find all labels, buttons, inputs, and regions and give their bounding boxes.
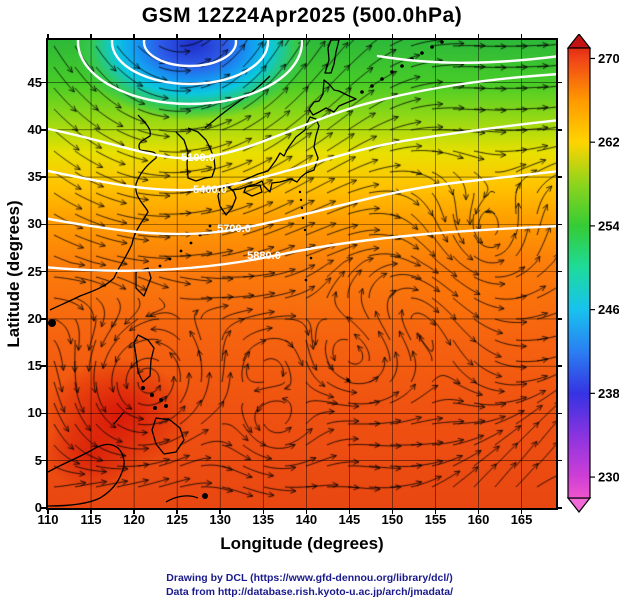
colorbar-tick-label: 270 [598, 51, 619, 66]
y-tick-label: 40 [27, 121, 42, 137]
y-tick-mark-right [556, 507, 562, 509]
x-tick-mark-top [90, 34, 92, 40]
y-tick-mark-right [556, 365, 562, 367]
y-tick-mark [40, 507, 46, 509]
plot-area: 5100.0 5400.0 5700.0 5880.0 [46, 38, 558, 510]
y-tick-mark-right [556, 459, 562, 462]
x-tick-label: 115 [80, 512, 102, 527]
y-tick-label: 45 [27, 74, 42, 90]
y-tick-label: 5 [34, 452, 42, 468]
y-tick-label: 15 [27, 358, 42, 374]
colorbar-tick-label: 254 [598, 218, 619, 233]
y-tick-mark [40, 318, 46, 320]
y-tick-mark [40, 459, 46, 462]
y-tick-label: 20 [27, 310, 42, 326]
x-tick-mark [176, 508, 178, 514]
y-tick-mark [40, 81, 46, 84]
x-tick-mark-top [219, 34, 221, 40]
contour-label-5880: 5880.0 [247, 250, 281, 262]
colorbar-tick-label: 238 [598, 386, 619, 401]
x-tick-label: 130 [209, 512, 232, 527]
x-tick-mark-top [520, 34, 523, 40]
x-tick-label: 140 [295, 512, 318, 527]
x-tick-label: 150 [381, 512, 404, 527]
y-tick-mark [40, 365, 46, 367]
x-axis-label: Longitude (degrees) [220, 534, 384, 553]
y-tick-mark [40, 270, 46, 273]
x-tick-label: 120 [123, 512, 145, 527]
y-tick-mark-right [556, 129, 562, 131]
x-tick-mark-top [47, 34, 49, 40]
x-tick-mark [262, 508, 264, 514]
y-tick-mark [40, 129, 46, 131]
x-tick-label: 125 [166, 512, 188, 527]
colorbar-svg: 230 238 246 254 262 270 [566, 33, 619, 513]
chart-title: GSM 12Z24Apr2025 (500.0hPa) [141, 4, 463, 27]
contour-label-5400: 5400.0 [193, 184, 227, 196]
contour-label-5100: 5100.0 [181, 152, 215, 164]
height-contour-layer: 5100.0 5400.0 5700.0 5880.0 [48, 40, 556, 272]
x-tick-label: 110 [37, 512, 59, 527]
x-tick-label: 160 [467, 512, 490, 527]
y-tick-mark-right [556, 223, 562, 226]
y-tick-mark-right [556, 176, 562, 178]
colorbar: 230 238 246 254 262 270 [566, 33, 619, 526]
x-tick-mark-top [348, 34, 351, 40]
x-tick-mark-top [477, 34, 480, 40]
height-contours [48, 40, 556, 272]
x-tick-mark [47, 508, 49, 514]
y-tick-label: 0 [34, 500, 42, 515]
height-contour-labels: 5100.0 5400.0 5700.0 5880.0 [181, 152, 281, 262]
wind-streamlines [48, 40, 556, 508]
x-tick-mark [477, 508, 480, 514]
x-tick-mark [434, 508, 437, 514]
y-tick-mark-right [556, 318, 562, 320]
y-tick-mark [40, 223, 46, 226]
x-tick-label: 145 [338, 512, 361, 527]
credit-line-2: Data from http://database.rish.kyoto-u.a… [165, 586, 454, 598]
x-tick-mark [391, 508, 394, 514]
x-tick-mark [305, 508, 308, 514]
y-tick-mark-right [556, 270, 562, 273]
x-tick-mark-top [434, 34, 437, 40]
y-tick-mark-right [556, 81, 562, 84]
y-tick-label: 35 [27, 169, 42, 185]
x-tick-mark [520, 508, 523, 514]
y-tick-mark [40, 412, 46, 415]
colorbar-tick-label: 230 [598, 470, 619, 485]
y-tick-label: 30 [27, 216, 42, 232]
colorbar-tick-label: 246 [598, 302, 619, 317]
x-tick-mark [219, 508, 221, 514]
x-tick-mark [133, 508, 135, 514]
y-tick-mark [40, 176, 46, 178]
contour-label-5700: 5700.0 [217, 223, 251, 235]
x-tick-label: 135 [252, 512, 275, 527]
x-tick-mark-top [391, 34, 394, 40]
y-tick-label: 25 [27, 263, 42, 279]
credit-line-1: Drawing by DCL (https://www.gfd-dennou.o… [166, 572, 453, 584]
y-tick-mark-right [556, 412, 562, 415]
x-tick-mark-top [176, 34, 178, 40]
x-tick-label: 155 [424, 512, 447, 527]
colorbar-tick-label: 262 [598, 135, 619, 150]
x-tick-label: 165 [510, 512, 533, 527]
x-tick-mark-top [305, 34, 308, 40]
x-tick-mark [90, 508, 92, 514]
x-tick-mark-top [133, 34, 135, 40]
x-tick-mark [348, 508, 351, 514]
y-tick-label: 10 [27, 405, 42, 421]
x-tick-mark-top [262, 34, 264, 40]
